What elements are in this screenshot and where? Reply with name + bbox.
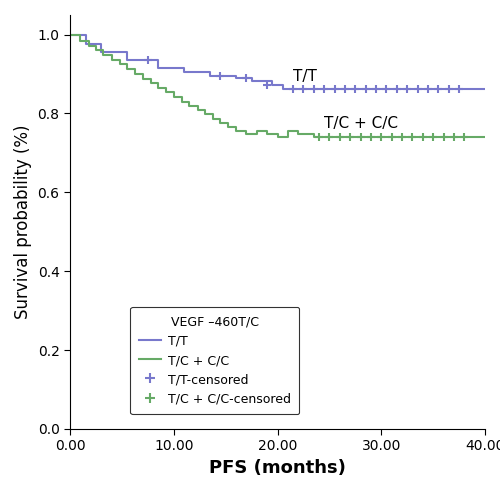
Y-axis label: Survival probability (%): Survival probability (%)	[14, 125, 32, 319]
Text: T/T: T/T	[293, 69, 317, 84]
Legend: T/T, T/C + C/C, T/T-censored, T/C + C/C-censored: T/T, T/C + C/C, T/T-censored, T/C + C/C-…	[130, 307, 300, 415]
Text: T/C + C/C: T/C + C/C	[324, 116, 398, 131]
X-axis label: PFS (months): PFS (months)	[209, 459, 346, 477]
